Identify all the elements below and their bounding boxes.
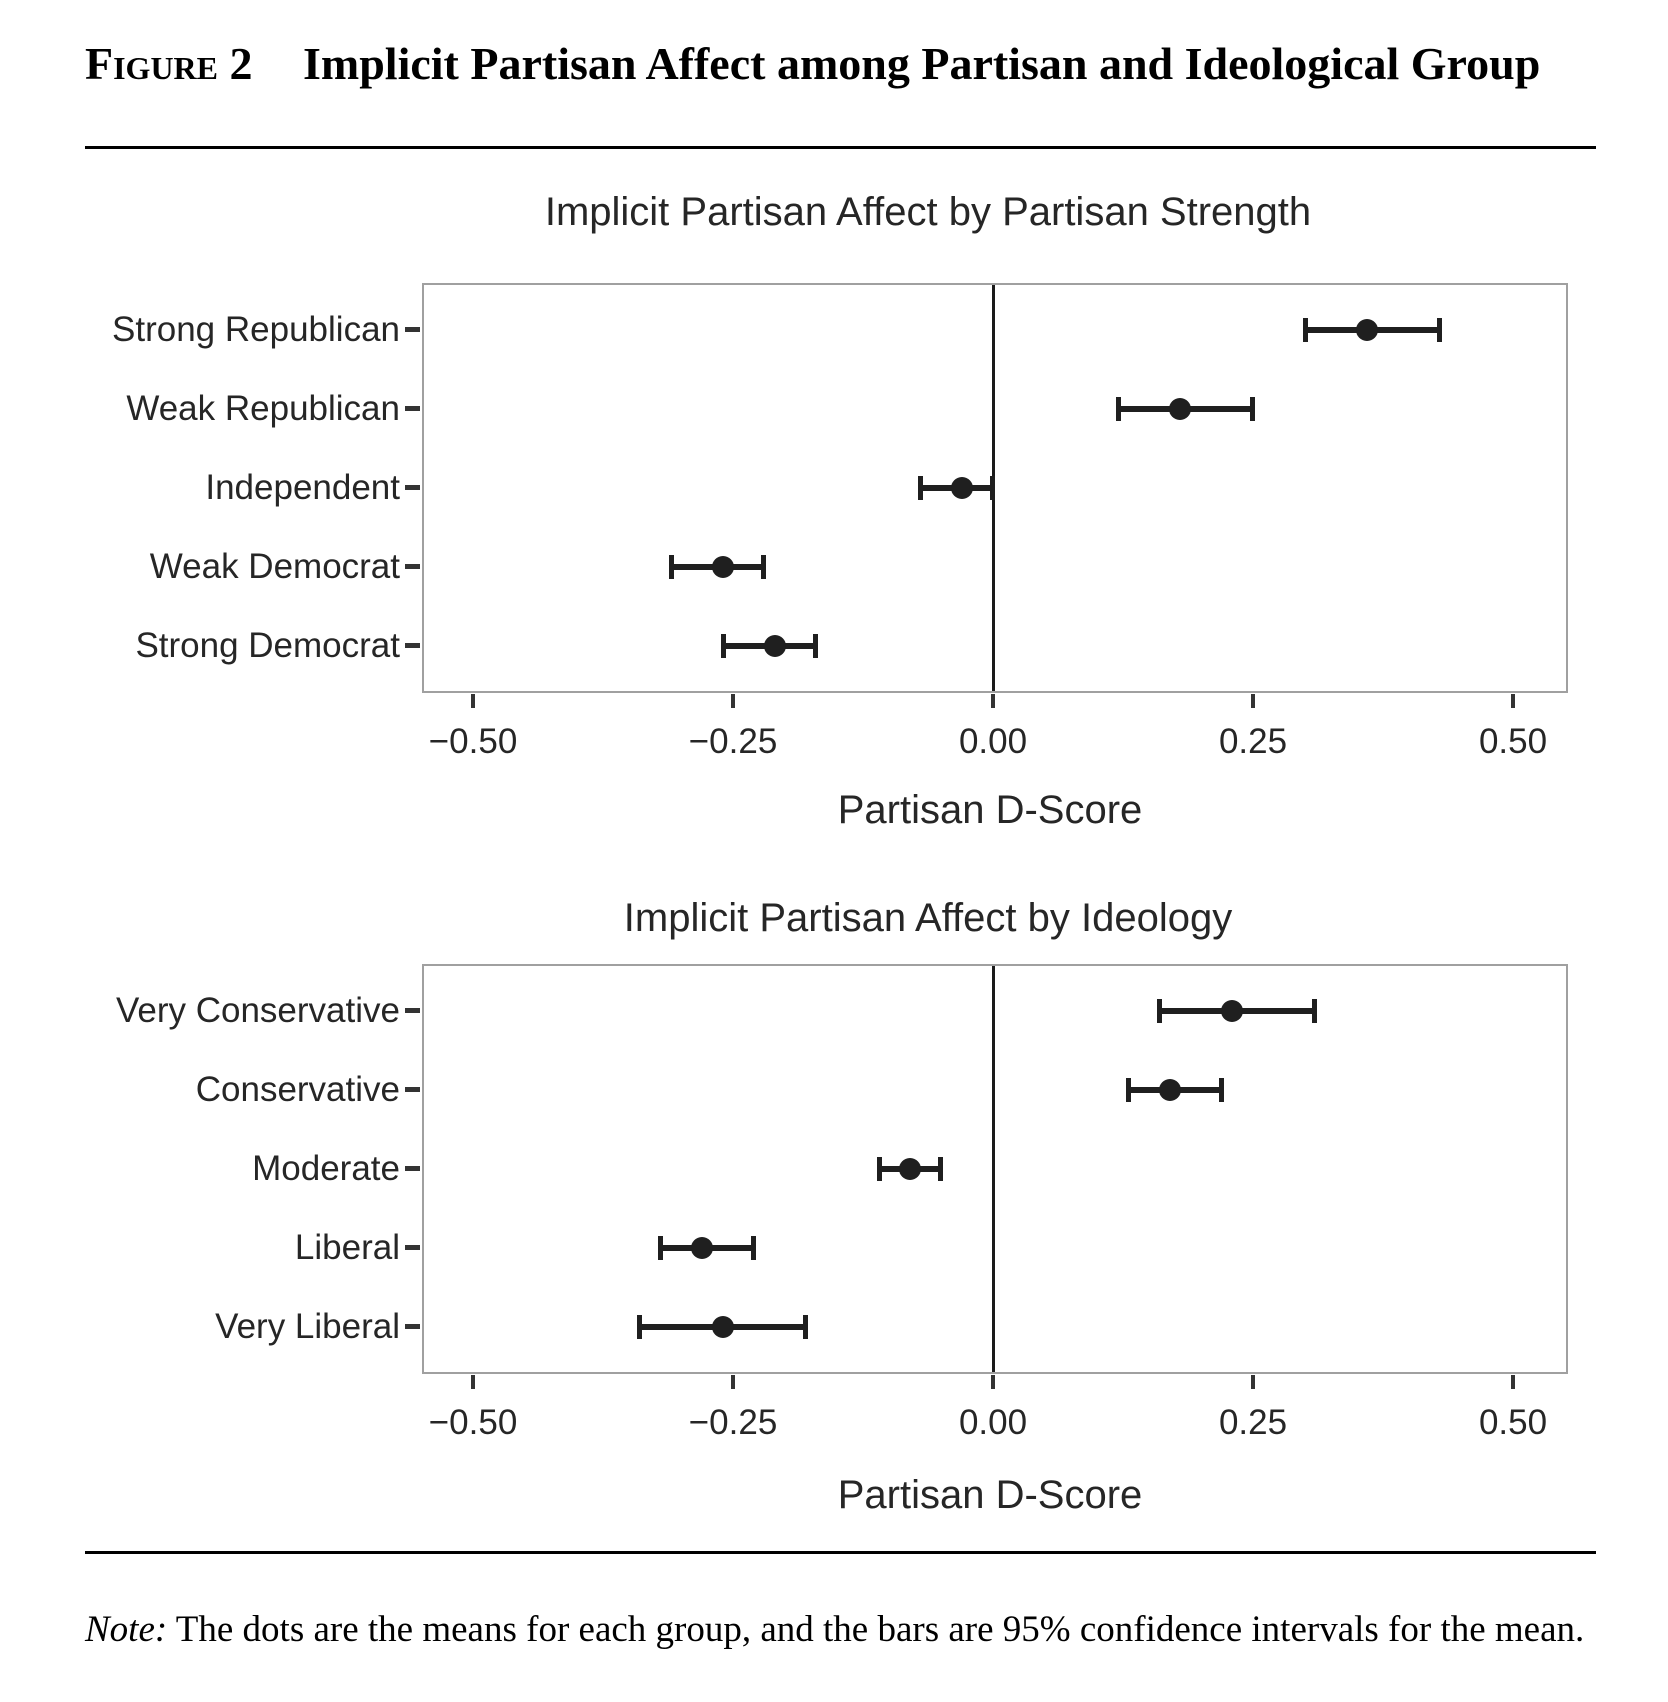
category-label: Very Liberal xyxy=(215,1307,400,1346)
figure-note: Note: The dots are the means for each gr… xyxy=(85,1605,1585,1655)
note-text: The dots are the means for each group, a… xyxy=(167,1609,1585,1650)
x-axis-tick-mark xyxy=(731,1375,735,1389)
chart-2-x-axis-title: Partisan D-Score xyxy=(837,1473,1143,1517)
x-axis-tick-mark xyxy=(471,694,475,708)
category-tick-mark xyxy=(405,327,420,332)
category-tick-mark xyxy=(405,1087,420,1092)
x-axis-tick-label: −0.50 xyxy=(428,1403,518,1442)
ci-cap-right xyxy=(938,1157,943,1181)
ci-cap-left xyxy=(1115,397,1121,421)
mean-dot xyxy=(1158,1079,1181,1101)
figure-label: Figure 2 xyxy=(85,38,253,89)
category-label: Strong Republican xyxy=(112,310,400,349)
category-tick-mark xyxy=(405,406,420,411)
chart-2-panel xyxy=(422,964,1568,1374)
mean-dot xyxy=(763,635,786,657)
category-label: Weak Republican xyxy=(126,389,400,428)
category-tick-mark xyxy=(405,643,420,648)
ci-cap-right xyxy=(1218,1078,1224,1102)
x-axis-tick-label: 0.25 xyxy=(1218,722,1288,761)
figure-title: Implicit Partisan Affect among Partisan … xyxy=(303,38,1541,89)
ci-cap-left xyxy=(1157,999,1163,1023)
category-label: Liberal xyxy=(294,1228,400,1267)
mean-dot xyxy=(711,1316,734,1338)
x-axis-tick-label: −0.25 xyxy=(688,722,778,761)
ci-cap-right xyxy=(750,1236,756,1260)
chart-1-x-axis-title: Partisan D-Score xyxy=(837,788,1143,832)
x-axis-tick-label: 0.50 xyxy=(1478,722,1548,761)
chart-1-title: Implicit Partisan Affect by Partisan Str… xyxy=(544,190,1312,234)
ci-cap-left xyxy=(658,1236,664,1260)
category-label: Weak Democrat xyxy=(149,547,400,586)
category-tick-mark xyxy=(405,485,420,490)
mean-dot xyxy=(711,556,734,578)
category-tick-mark xyxy=(405,564,420,569)
ci-cap-left xyxy=(918,476,924,500)
category-label: Very Conservative xyxy=(115,991,400,1030)
x-axis-tick-label: −0.25 xyxy=(688,1403,778,1442)
x-axis-tick-mark xyxy=(1251,694,1255,708)
category-label: Conservative xyxy=(195,1070,400,1109)
category-label: Moderate xyxy=(252,1149,400,1188)
x-axis-tick-label: 0.00 xyxy=(958,1403,1028,1442)
chart-2-title: Implicit Partisan Affect by Ideology xyxy=(623,896,1233,940)
ci-cap-left xyxy=(1303,318,1308,342)
mean-dot xyxy=(690,1237,713,1259)
mean-dot xyxy=(950,477,973,499)
footer-rule xyxy=(85,1551,1596,1554)
category-tick-mark xyxy=(405,1008,420,1013)
category-tick-mark xyxy=(405,1166,420,1171)
category-label: Strong Democrat xyxy=(135,626,400,665)
x-axis-tick-mark xyxy=(731,694,735,708)
mean-dot xyxy=(1221,1000,1244,1022)
x-axis-tick-mark xyxy=(991,694,995,708)
mean-dot xyxy=(1356,319,1379,341)
ci-cap-right xyxy=(1250,397,1255,421)
ci-cap-right xyxy=(802,1315,808,1339)
note-label: Note: xyxy=(85,1609,168,1650)
ci-cap-right xyxy=(1312,999,1318,1023)
ci-cap-left xyxy=(1126,1078,1132,1102)
x-axis-tick-label: 0.25 xyxy=(1218,1403,1288,1442)
x-axis-tick-mark xyxy=(1251,1375,1255,1389)
chart-2-zero-line xyxy=(992,966,995,1372)
ci-cap-left xyxy=(720,634,726,658)
header-rule xyxy=(85,146,1596,149)
x-axis-tick-label: −0.50 xyxy=(428,722,518,761)
ci-cap-left xyxy=(637,1315,643,1339)
x-axis-tick-mark xyxy=(471,1375,475,1389)
ci-cap-right xyxy=(990,476,995,500)
category-tick-mark xyxy=(405,1245,420,1250)
ci-cap-right xyxy=(1437,318,1443,342)
x-axis-tick-mark xyxy=(1511,694,1515,708)
x-axis-tick-label: 0.00 xyxy=(958,722,1028,761)
ci-cap-right xyxy=(813,634,819,658)
ci-cap-left xyxy=(668,555,674,579)
category-tick-mark xyxy=(405,1324,420,1329)
x-axis-tick-mark xyxy=(991,1375,995,1389)
ci-cap-left xyxy=(876,1157,882,1181)
category-label: Independent xyxy=(205,468,400,507)
mean-dot xyxy=(1169,398,1192,420)
x-axis-tick-label: 0.50 xyxy=(1478,1403,1548,1442)
ci-cap-right xyxy=(761,555,767,579)
chart-1-panel xyxy=(422,283,1568,693)
mean-dot xyxy=(898,1158,921,1180)
x-axis-tick-mark xyxy=(1511,1375,1515,1389)
